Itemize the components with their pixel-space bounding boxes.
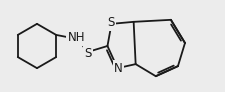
Text: S: S <box>107 16 114 29</box>
Text: S: S <box>85 47 92 60</box>
Text: NH: NH <box>68 31 85 44</box>
Text: N: N <box>114 62 123 75</box>
